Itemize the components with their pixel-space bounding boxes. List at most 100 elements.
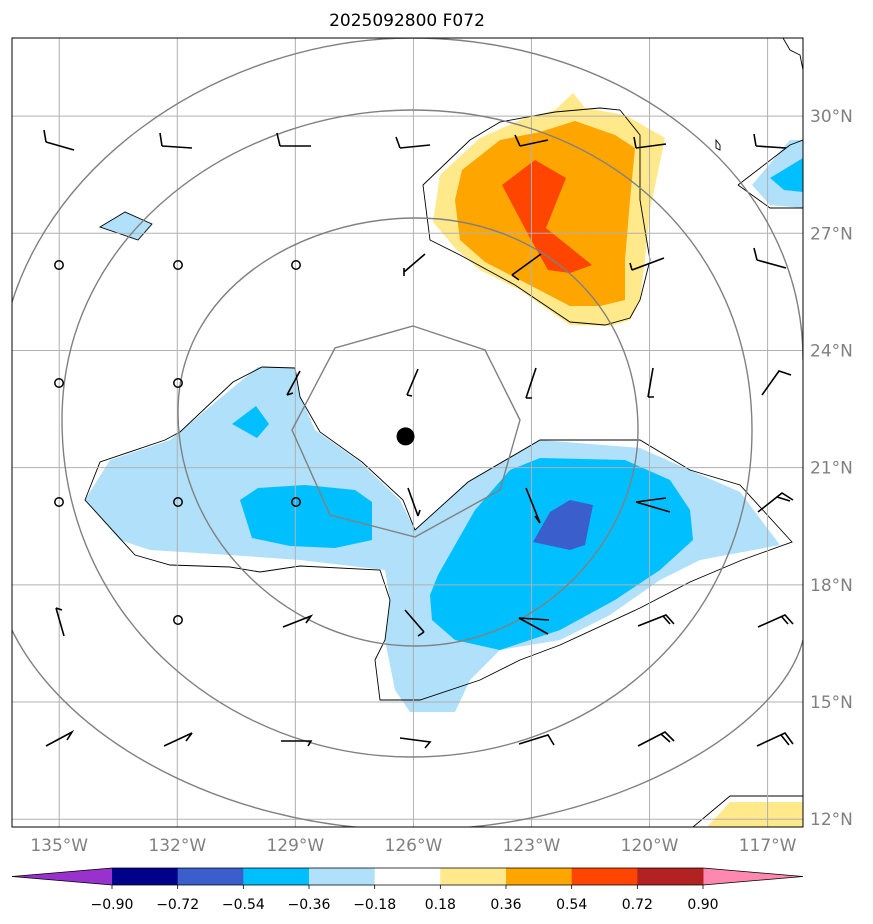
calm-wind-marker [173,497,183,507]
wind-barb [43,129,75,151]
wind-barb [518,617,550,635]
calm-wind-marker [54,378,64,388]
wind-barbs [43,129,794,749]
wind-barb [757,492,794,513]
colorbar-tick-label: 0.90 [687,897,718,913]
colorbar-segment [440,868,507,885]
wind-barb [163,732,193,747]
wind-barb [761,370,792,396]
wind-barb [637,731,675,747]
colorbar: −0.90 −0.72 −0.54 −0.36 −0.18 0.18 0.36 0.54 0.7… [11,867,804,913]
colorbar-segment [506,868,573,885]
calm-wind-marker [173,378,183,388]
field-light-yellow-region [707,802,803,827]
wind-barb [525,487,541,524]
field-light-blue-region [85,367,780,712]
field-blue-region [240,485,372,548]
wind-barb [525,367,537,399]
wind-barb [757,614,794,628]
calm-wind-marker [54,260,64,270]
calm-wind-marker [291,497,301,507]
colorbar-segment [637,868,704,885]
wind-barb [406,368,419,397]
colorbar-segment [571,868,638,885]
field-blue-region [232,406,269,438]
wind-barb [276,132,311,147]
wind-barb [753,133,787,149]
latitude-label: 15°N [810,693,853,713]
colorbar-tick-label: −0.54 [222,897,265,913]
wind-barb [55,607,65,637]
colorbar-segment [177,868,244,885]
wind-barb [399,737,432,749]
range-ring [291,325,521,538]
longitude-label: 123°W [503,836,561,856]
calm-wind-marker [54,497,64,507]
wind-barb [395,136,431,149]
wind-barb [647,367,654,398]
wind-barb [637,614,675,627]
latitude-label: 27°N [810,224,853,244]
field-red-orange-region [502,160,592,273]
wind-barb [286,370,301,396]
latitude-label: 24°N [810,341,853,361]
latitude-labels: 30°N 27°N 24°N 21°N 18°N 15°N 12°N [810,107,853,830]
wind-barb [518,734,555,746]
field-blue-region [430,458,693,650]
colorbar-under-extension [12,868,112,885]
longitude-label: 129°W [266,836,324,856]
colorbar-segment [309,868,376,885]
latitude-label: 30°N [810,107,853,127]
colorbar-tick-label: −0.90 [91,897,134,913]
range-ring [177,217,639,647]
calm-wind-markers [54,260,301,625]
latitude-label: 21°N [810,459,853,479]
longitude-label: 132°W [148,836,206,856]
colorbar-segment [112,868,179,885]
latitude-label: 12°N [810,810,853,830]
figure-title: 2025092800 F072 [329,11,485,31]
latitude-label: 18°N [810,576,853,596]
storm-center-marker [396,427,415,446]
colorbar-tick-label: 0.18 [425,897,456,913]
colorbar-segment [374,868,441,885]
map-frame [11,37,804,828]
calm-wind-marker [173,615,183,625]
wind-barb [753,247,787,269]
wind-barb [407,487,421,517]
wind-barb [635,497,671,513]
colorbar-over-extension [703,868,803,885]
colorbar-tick-label: 0.72 [622,897,653,913]
wind-barb [404,609,425,637]
gridlines [12,38,803,827]
longitude-labels: 135°W 132°W 129°W 126°W 123°W 120°W 117°W [30,836,796,856]
longitude-label: 126°W [385,836,443,856]
colorbar-tick-label: −0.18 [353,897,396,913]
wind-barb [633,136,667,149]
longitude-label: 120°W [621,836,679,856]
colorbar-tick-label: 0.54 [556,897,587,913]
wind-barb [629,257,665,271]
range-ring [12,628,803,827]
colorbar-tick-label: −0.72 [156,897,199,913]
range-rings [12,38,803,827]
field-royal-blue-region [533,500,593,550]
longitude-label: 117°W [739,836,797,856]
wind-barb [514,134,549,147]
calm-wind-marker [291,260,301,270]
longitude-label: 135°W [30,836,88,856]
wind-barb [45,729,75,747]
colorbar-tick-label: −0.36 [288,897,331,913]
colorbar-segment [243,868,310,885]
map-panel [12,38,803,827]
wind-barb [756,731,794,747]
range-ring [61,109,753,758]
range-ring [12,38,803,361]
wind-barb [511,253,542,281]
colorbar-tick-label: 0.36 [490,897,521,913]
wind-barb [281,740,313,747]
wind-barb [159,132,193,149]
calm-wind-marker [173,260,183,270]
field-blue-region [770,158,803,192]
